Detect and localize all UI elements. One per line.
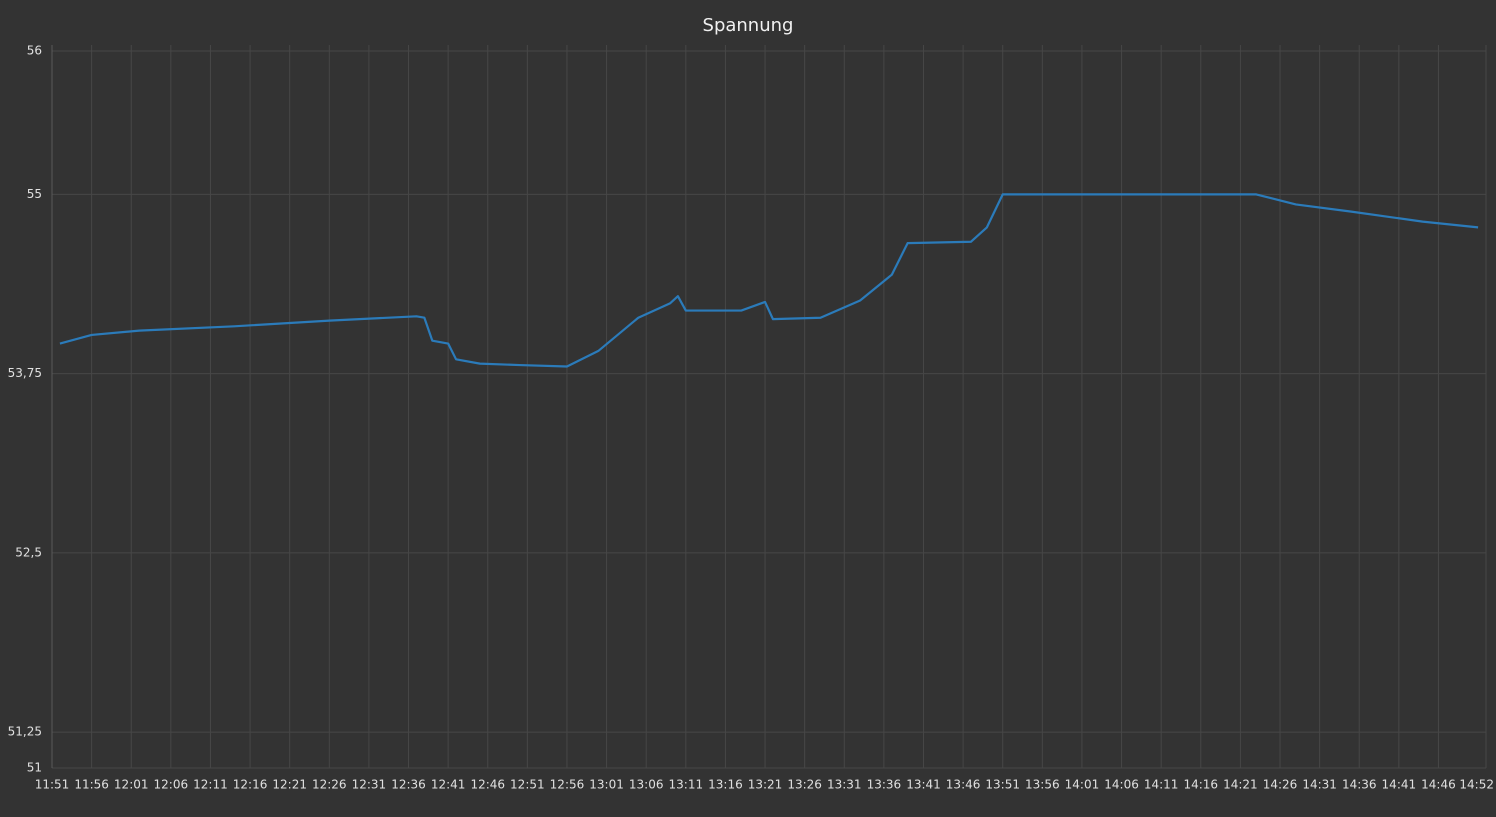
y-tick-label: 53,75	[8, 366, 42, 380]
x-tick-label: 13:56	[1025, 778, 1060, 792]
x-tick-label: 14:41	[1382, 778, 1417, 792]
x-tick-label: 12:11	[193, 778, 228, 792]
x-tick-label: 13:26	[787, 778, 822, 792]
x-tick-label: 12:06	[154, 778, 189, 792]
y-tick-label: 51	[27, 761, 42, 775]
x-tick-label: 12:26	[312, 778, 347, 792]
y-tick-label: 55	[27, 187, 42, 201]
x-tick-label: 14:31	[1302, 778, 1337, 792]
x-tick-label: 13:31	[827, 778, 862, 792]
x-tick-label: 13:01	[589, 778, 624, 792]
x-tick-label: 12:16	[233, 778, 268, 792]
y-tick-label: 52,5	[15, 545, 42, 559]
x-tick-label: 14:01	[1065, 778, 1100, 792]
data-line	[59, 193, 1479, 368]
x-tick-label: 14:46	[1421, 778, 1456, 792]
x-tick-label: 12:46	[470, 778, 505, 792]
chart-title: Spannung	[703, 15, 794, 36]
x-tick-label: 11:56	[74, 778, 109, 792]
x-tick-label: 14:26	[1263, 778, 1298, 792]
x-tick-label: 13:41	[906, 778, 941, 792]
x-tick-label: 13:36	[867, 778, 902, 792]
x-tick-label: 13:46	[946, 778, 981, 792]
x-tick-label: 14:16	[1183, 778, 1218, 792]
x-tick-label: 14:52	[1459, 778, 1494, 792]
x-tick-label: 13:06	[629, 778, 664, 792]
x-tick-label: 13:16	[708, 778, 743, 792]
x-tick-label: 12:41	[431, 778, 466, 792]
x-tick-label: 13:21	[748, 778, 783, 792]
x-tick-label: 14:36	[1342, 778, 1377, 792]
x-tick-label: 13:11	[669, 778, 704, 792]
y-tick-label: 51,25	[8, 725, 42, 739]
x-tick-label: 11:51	[35, 778, 70, 792]
x-tick-label: 12:36	[391, 778, 426, 792]
y-tick-label: 56	[27, 44, 42, 58]
x-tick-label: 12:51	[510, 778, 545, 792]
x-tick-label: 13:51	[985, 778, 1020, 792]
x-tick-label: 12:01	[114, 778, 149, 792]
x-tick-label: 12:56	[550, 778, 585, 792]
x-tick-label: 14:06	[1104, 778, 1139, 792]
x-tick-label: 14:11	[1144, 778, 1179, 792]
x-tick-label: 12:31	[352, 778, 387, 792]
x-tick-label: 14:21	[1223, 778, 1258, 792]
x-tick-label: 12:21	[272, 778, 307, 792]
